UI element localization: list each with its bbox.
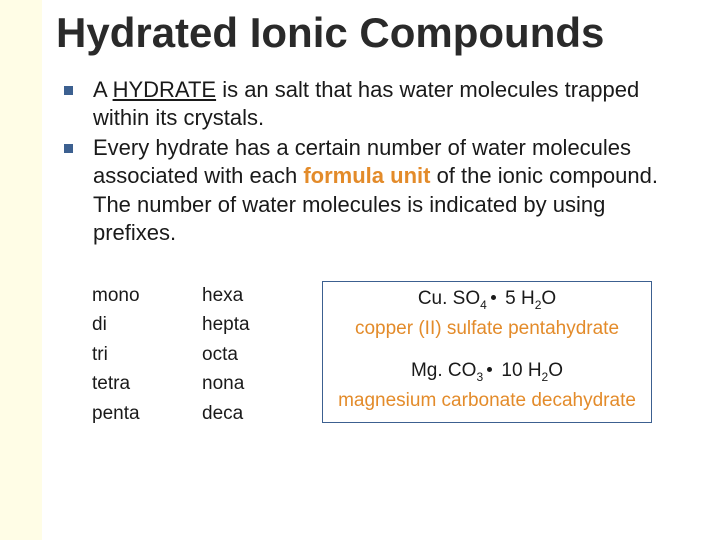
example-formula: Cu. SO4 5 H2O bbox=[329, 288, 645, 312]
formula-left: Mg. CO bbox=[411, 360, 476, 381]
formula-left: Cu. SO bbox=[418, 288, 480, 309]
underlined-term: HYDRATE bbox=[113, 77, 217, 102]
prefix-item: tri bbox=[92, 340, 202, 369]
dot-icon bbox=[487, 367, 492, 372]
accent-term: formula unit bbox=[303, 163, 430, 188]
text-pre: A bbox=[93, 77, 113, 102]
example-formula: Mg. CO3 10 H2O bbox=[329, 360, 645, 384]
list-item: Every hydrate has a certain number of wa… bbox=[64, 134, 692, 247]
prefix-item: penta bbox=[92, 399, 202, 428]
prefix-column-1: mono di tri tetra penta bbox=[92, 281, 202, 428]
formula-right: 5 H bbox=[500, 288, 535, 309]
formula-tail: O bbox=[548, 360, 563, 381]
formula-sub: 3 bbox=[476, 370, 483, 384]
examples-box: Cu. SO4 5 H2O copper (II) sulfate pentah… bbox=[322, 281, 652, 423]
bullet-text: A HYDRATE is an salt that has water mole… bbox=[93, 76, 692, 132]
list-item: A HYDRATE is an salt that has water mole… bbox=[64, 76, 692, 132]
slide-content: Hydrated Ionic Compounds A HYDRATE is an… bbox=[42, 0, 720, 540]
prefix-item: di bbox=[92, 310, 202, 339]
prefix-item: tetra bbox=[92, 369, 202, 398]
example-name: copper (II) sulfate pentahydrate bbox=[329, 318, 645, 340]
formula-tail: O bbox=[541, 288, 556, 309]
square-bullet-icon bbox=[64, 86, 73, 95]
formula-sub: 4 bbox=[480, 298, 487, 312]
prefix-item: deca bbox=[202, 399, 312, 428]
prefix-item: hepta bbox=[202, 310, 312, 339]
square-bullet-icon bbox=[64, 144, 73, 153]
bullet-list: A HYDRATE is an salt that has water mole… bbox=[64, 76, 692, 247]
example-name: magnesium carbonate decahydrate bbox=[329, 390, 645, 412]
page-title: Hydrated Ionic Compounds bbox=[56, 12, 692, 54]
prefix-item: hexa bbox=[202, 281, 312, 310]
prefix-column-2: hexa hepta octa nona deca bbox=[202, 281, 312, 428]
bullet-text: Every hydrate has a certain number of wa… bbox=[93, 134, 692, 247]
dot-icon bbox=[491, 295, 496, 300]
prefix-item: mono bbox=[92, 281, 202, 310]
formula-right: 10 H bbox=[496, 360, 541, 381]
prefix-item: nona bbox=[202, 369, 312, 398]
left-sidebar bbox=[0, 0, 42, 540]
prefix-item: octa bbox=[202, 340, 312, 369]
lower-section: mono di tri tetra penta hexa hepta octa … bbox=[56, 281, 692, 428]
